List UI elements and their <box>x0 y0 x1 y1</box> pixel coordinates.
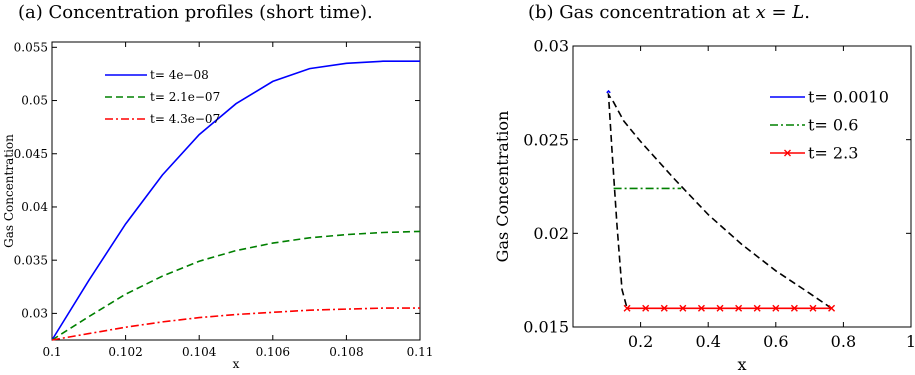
chart-1-legend-label-0: t= 0.0010 <box>808 88 889 107</box>
chart-1-y-tick-label: 0.02 <box>533 224 569 243</box>
chart-1-x-tick-label: 1 <box>906 332 915 351</box>
chart-0-x-axis-label: x <box>233 357 240 371</box>
chart-1-y-tick-label: 0.015 <box>523 318 569 337</box>
chart-1-series-2-marker <box>623 304 631 312</box>
chart-1-series-2-marker <box>828 304 836 312</box>
chart-1-legend-label-2: t= 2.3 <box>808 144 858 163</box>
chart-0-x-tick-label: 0.1 <box>42 345 61 359</box>
chart-1-series-2-marker <box>735 304 743 312</box>
chart-1-series-2-marker <box>697 304 705 312</box>
chart-1-series-2-marker <box>809 304 817 312</box>
chart-1-x-tick-label: 0.6 <box>763 332 788 351</box>
chart-0-series-0-line <box>51 60 420 341</box>
chart-0-legend-label-2: t= 4.3e−07 <box>150 112 220 126</box>
chart-1-axes-box <box>572 45 912 328</box>
chart-1-legend-marker-2 <box>784 149 791 157</box>
chart-0-axes-box <box>51 41 421 341</box>
chart-1-series-2-marker <box>772 304 780 312</box>
chart-0-x-tick-label: 0.102 <box>108 345 142 359</box>
chart-1-series-2-marker <box>790 304 798 312</box>
chart-1-x-tick-label: 0.8 <box>831 332 856 351</box>
chart-0-y-tick-label: 0.035 <box>14 253 48 267</box>
chart-0-y-tick-label: 0.03 <box>21 307 48 321</box>
chart-0-series-1-line <box>51 230 421 341</box>
chart-1-x-tick-label: 0.2 <box>628 332 653 351</box>
chart-0-y-tick-label: 0.045 <box>14 147 48 161</box>
chart-0-legend-label-1: t= 2.1e−07 <box>150 90 220 104</box>
chart-0-y-axis-label: Gas Concentration <box>2 134 16 248</box>
chart-1-series-2-marker <box>679 304 687 312</box>
chart-b: 0.2 0.4 0.6 0.8 1 0.015 0.02 0.025 0.03 x Gas Conc… <box>493 37 915 374</box>
chart-1-legend-label-1: t= 0.6 <box>808 116 858 135</box>
chart-0-series-2-line <box>51 307 420 341</box>
chart-1-series-2-marker <box>753 304 761 312</box>
chart-1-y-axis-label: Gas Concentration <box>493 111 512 263</box>
chart-0-x-tick-label: 0.106 <box>256 345 290 359</box>
chart-0-x-tick-label: 0.11 <box>407 345 434 359</box>
chart-0-y-tick-label: 0.04 <box>21 200 48 214</box>
chart-0-x-tick-label: 0.108 <box>329 345 363 359</box>
chart-1-series-2-marker <box>660 304 668 312</box>
chart-1-series-0-line <box>606 89 611 94</box>
chart-1-y-tick-label: 0.025 <box>523 130 569 149</box>
chart-1-x-axis-label: x <box>737 355 746 374</box>
chart-a: 0.1 0.102 0.104 0.106 0.108 0.11 0.03 0.035 0.04… <box>2 41 433 371</box>
chart-1-series-2-marker <box>716 304 724 312</box>
chart-1-x-tick-label: 0.4 <box>695 332 720 351</box>
chart-0-y-tick-label: 0.055 <box>14 41 48 55</box>
chart-0-y-tick-label: 0.05 <box>21 94 48 108</box>
chart-0-x-tick-label: 0.104 <box>182 345 217 359</box>
chart-1-y-tick-label: 0.03 <box>533 37 569 56</box>
chart-1-series-2-marker <box>642 304 650 312</box>
caption-a: (a) Concentration profiles (short time). <box>18 2 373 23</box>
chart-1-envelope-line <box>607 91 833 309</box>
chart-0-legend-label-0: t= 4e−08 <box>150 68 209 82</box>
caption-b: (b) Gas concentration at x = L. <box>528 2 810 23</box>
